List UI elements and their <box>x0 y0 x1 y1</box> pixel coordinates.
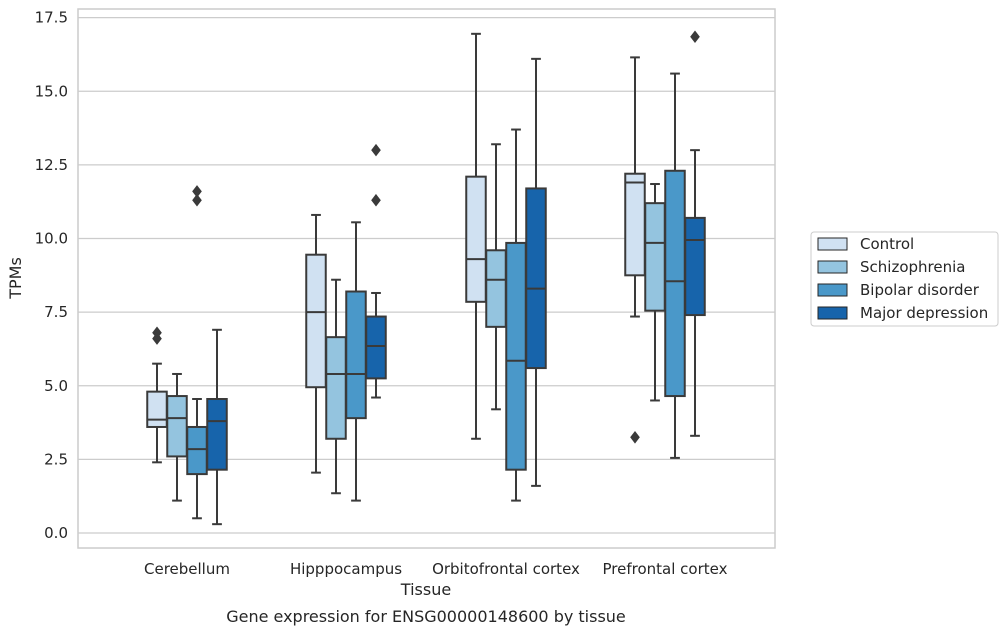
box-schizophrenia <box>166 372 188 502</box>
y-tick-label: 15.0 <box>35 82 68 100</box>
outlier-point <box>192 193 202 207</box>
iqr-box <box>624 172 646 277</box>
box-major-depression <box>206 328 228 526</box>
x-axis-ticks: Cerebellum Hipppocampus Orbitofrontal cort… <box>144 560 728 578</box>
x-tick-label: Hipppocampus <box>290 560 402 578</box>
box-series <box>146 30 706 526</box>
box-control <box>146 326 168 464</box>
x-tick-label: Prefrontal cortex <box>603 560 728 578</box>
iqr-box <box>465 175 487 303</box>
iqr-box <box>485 249 507 328</box>
y-tick-label: 5.0 <box>44 377 68 395</box>
iqr-box <box>505 241 527 471</box>
iqr-box <box>684 216 706 317</box>
x-tick-label: Orbitofrontal cortex <box>432 560 580 578</box>
y-axis-label: TPMs <box>6 257 25 300</box>
chart-caption: Gene expression for ENSG00000148600 by t… <box>226 607 626 626</box>
y-tick-label: 12.5 <box>35 156 68 174</box>
outlier-point <box>630 431 640 444</box>
outlier-point <box>690 30 700 44</box>
y-tick-label: 10.0 <box>35 230 68 248</box>
iqr-box <box>365 315 387 380</box>
box-bipolar-disorder <box>186 185 208 520</box>
iqr-box <box>146 390 168 428</box>
legend-swatch-schizophrenia <box>817 260 848 274</box>
box-bipolar-disorder <box>664 72 686 459</box>
box-control <box>624 56 646 444</box>
iqr-box <box>644 202 666 312</box>
box-control <box>465 32 487 440</box>
box-major-depression <box>365 143 387 399</box>
outlier-point <box>192 185 202 198</box>
iqr-box <box>525 187 547 370</box>
y-axis-ticks: 0.0 2.5 5.0 7.5 10.0 12.5 15.0 17.5 <box>35 9 68 542</box>
y-tick-label: 2.5 <box>44 450 68 468</box>
plot-area <box>77 8 776 549</box>
legend-frame <box>810 231 999 327</box>
legend: Control Schizophrenia Bipolar disorder M… <box>810 231 999 327</box>
iqr-box <box>186 425 208 476</box>
iqr-box <box>664 169 686 398</box>
box-major-depression <box>684 30 706 437</box>
legend-swatch-control <box>817 237 848 251</box>
iqr-box <box>325 336 347 440</box>
box-schizophrenia <box>644 183 666 402</box>
box-bipolar-disorder <box>505 128 527 502</box>
x-tick-label: Cerebellum <box>144 560 230 578</box>
legend-label-bipolar-disorder: Bipolar disorder <box>860 281 980 299</box>
legend-label-schizophrenia: Schizophrenia <box>860 258 965 276</box>
y-tick-label: 17.5 <box>35 9 68 27</box>
iqr-box <box>166 395 188 458</box>
iqr-box <box>345 290 367 420</box>
box-schizophrenia <box>485 143 507 411</box>
legend-label-control: Control <box>860 235 914 253</box>
outlier-point <box>371 143 381 157</box>
legend-swatch-bipolar-disorder <box>817 283 848 297</box>
legend-label-major-depression: Major depression <box>860 304 988 322</box>
box-major-depression <box>525 57 547 487</box>
iqr-box <box>305 253 327 389</box>
legend-swatch-major-depression <box>817 306 848 320</box>
iqr-box <box>206 398 228 471</box>
y-tick-label: 7.5 <box>44 303 68 321</box>
outlier-point <box>152 326 162 340</box>
y-tick-label: 0.0 <box>44 524 68 542</box>
outlier-point <box>371 193 381 207</box>
box-control <box>305 213 327 474</box>
x-axis-label: Tissue <box>400 580 451 599</box>
